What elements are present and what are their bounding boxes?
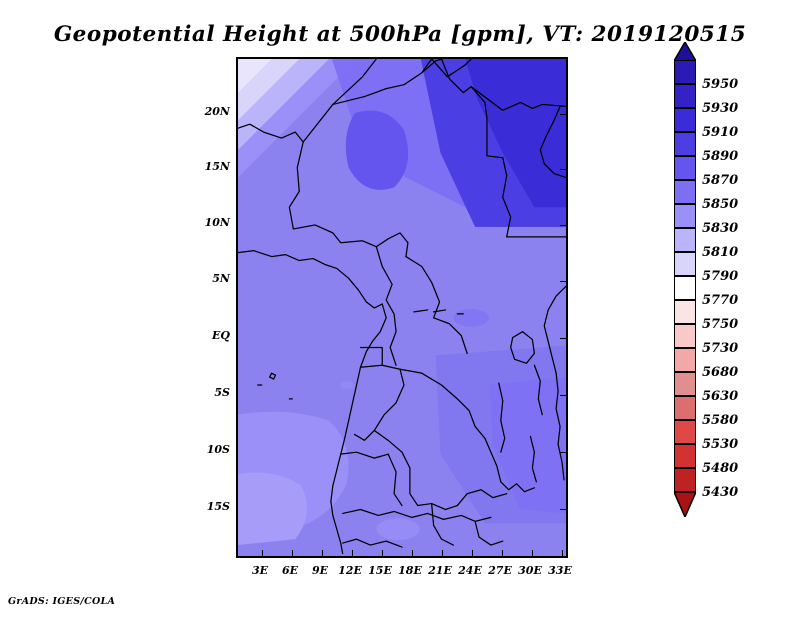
coastlines-and-borders (238, 59, 566, 554)
colorbar-cell-5870 (674, 156, 696, 180)
colorbar-cell-5930 (674, 84, 696, 108)
x-tick (412, 550, 413, 556)
colorbar-cell-5580 (674, 396, 696, 420)
x-axis-label-33e: 33E (548, 564, 572, 577)
y-tick (560, 338, 566, 339)
colorbar-cell-5750 (674, 300, 696, 324)
y-axis-label-5s: 5S (214, 386, 230, 399)
y-tick (560, 169, 566, 170)
y-tick (560, 225, 566, 226)
y-axis-label-15s: 15S (206, 500, 230, 513)
colorbar-label-5580: 5580 (702, 413, 739, 428)
grads-attribution: GrADS: IGES/COLA (8, 596, 116, 607)
y-axis-label-10s: 10S (206, 443, 230, 456)
y-tick (560, 114, 566, 115)
colorbar-label-5930: 5930 (702, 101, 739, 116)
x-axis-label-9e: 9E (311, 564, 329, 577)
colorbar-cell-5730 (674, 324, 696, 348)
x-axis-label-12e: 12E (338, 564, 362, 577)
colorbar-label-5530: 5530 (702, 437, 739, 452)
x-tick (292, 550, 293, 556)
colorbar-label-5850: 5850 (702, 197, 739, 212)
x-tick (502, 550, 503, 556)
colorbar-label-5480: 5480 (702, 461, 739, 476)
y-tick (560, 509, 566, 510)
colorbar-cell-5680 (674, 348, 696, 372)
y-tick (560, 281, 566, 282)
page-title: Geopotential Height at 500hPa [gpm], VT:… (53, 22, 747, 47)
x-tick (262, 550, 263, 556)
colorbar-cell-5530 (674, 420, 696, 444)
colorbar-label-5680: 5680 (702, 365, 739, 380)
colorbar-label-5730: 5730 (702, 341, 739, 356)
x-tick (532, 550, 533, 556)
y-axis-label-15n: 15N (204, 160, 230, 173)
x-axis-label-27e: 27E (488, 564, 512, 577)
colorbar: 5950 5930 5910 5890 5870 5850 5830 5810 … (674, 42, 738, 548)
x-tick (382, 550, 383, 556)
colorbar-cell-5810 (674, 228, 696, 252)
colorbar-label-5830: 5830 (702, 221, 739, 236)
colorbar-cell-5850 (674, 180, 696, 204)
colorbar-cell-5790 (674, 252, 696, 276)
colorbar-label-5430: 5430 (702, 485, 739, 500)
x-tick (442, 550, 443, 556)
colorbar-label-5950: 5950 (702, 77, 739, 92)
colorbar-cell-5890 (674, 132, 696, 156)
y-tick (560, 395, 566, 396)
colorbar-label-5910: 5910 (702, 125, 739, 140)
colorbar-cell-5910 (674, 108, 696, 132)
colorbar-label-5750: 5750 (702, 317, 739, 332)
colorbar-cell-5950 (674, 60, 696, 84)
y-axis-label-20n: 20N (204, 105, 230, 118)
colorbar-cell-5830 (674, 204, 696, 228)
x-tick (472, 550, 473, 556)
y-axis-label-10n: 10N (204, 216, 230, 229)
x-axis-label-6e: 6E (281, 564, 299, 577)
colorbar-cell-5430 (674, 468, 696, 492)
colorbar-cell-5630 (674, 372, 696, 396)
colorbar-label-5870: 5870 (702, 173, 739, 188)
colorbar-label-5890: 5890 (702, 149, 739, 164)
y-tick (560, 452, 566, 453)
y-axis-label-5n: 5N (212, 272, 230, 285)
x-tick (352, 550, 353, 556)
colorbar-cell-5480 (674, 444, 696, 468)
x-tick (562, 550, 563, 556)
colorbar-label-5790: 5790 (702, 269, 739, 284)
x-axis-label-18e: 18E (398, 564, 422, 577)
map-panel (236, 57, 568, 558)
x-axis-label-21e: 21E (428, 564, 452, 577)
x-axis-label-30e: 30E (518, 564, 542, 577)
colorbar-bottom-arrow (674, 492, 696, 517)
x-axis-label-15e: 15E (368, 564, 392, 577)
colorbar-top-arrow (674, 42, 696, 61)
contour-field (238, 59, 566, 554)
colorbar-cell-5770 (674, 276, 696, 300)
y-axis-label-eq: EQ (212, 329, 230, 342)
colorbar-label-5630: 5630 (702, 389, 739, 404)
x-tick (322, 550, 323, 556)
colorbar-label-5810: 5810 (702, 245, 739, 260)
x-axis-label-3e: 3E (251, 564, 269, 577)
x-axis-label-24e: 24E (458, 564, 482, 577)
colorbar-label-5770: 5770 (702, 293, 739, 308)
